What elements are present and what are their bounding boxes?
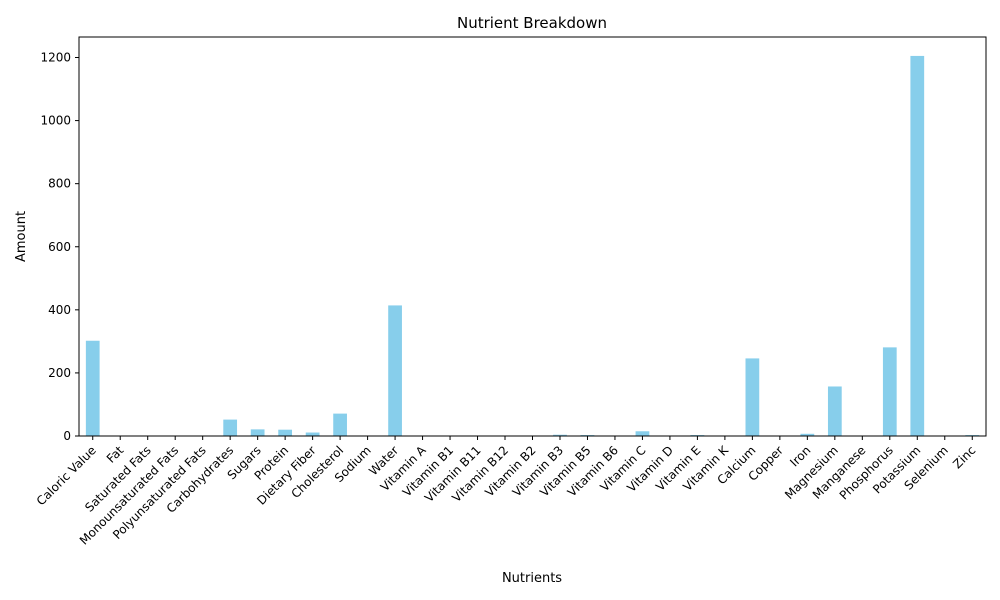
bar-iron	[800, 433, 815, 436]
bar-magnesium	[827, 386, 842, 436]
x-tick-label: Zinc	[950, 443, 978, 471]
bar-carbohydrates	[223, 419, 238, 436]
plot-frame	[78, 36, 987, 437]
y-tick-label: 400	[48, 303, 71, 317]
bar-water	[388, 305, 402, 436]
bar-potassium	[910, 55, 925, 437]
bar-vitamin-c	[635, 431, 650, 436]
y-axis: 0 200 400 600 800 1000 1200	[40, 51, 79, 443]
bar-calcium	[745, 358, 760, 436]
y-tick-label: 200	[48, 366, 71, 380]
bar-phosphorus	[882, 347, 897, 436]
x-axis-label: Nutrients	[502, 571, 562, 586]
y-tick-label: 600	[48, 240, 71, 254]
y-axis-label: Amount	[14, 211, 29, 262]
bar-vitamin-b3	[553, 434, 567, 436]
bar-dietary-fiber	[305, 432, 320, 436]
bar-cholesterol	[333, 413, 347, 436]
bars-group	[85, 55, 980, 437]
y-tick-label: 1200	[40, 51, 71, 65]
chart-title: Nutrient Breakdown	[457, 14, 607, 32]
bar-sugars	[250, 429, 265, 436]
x-tick-label: Fat	[104, 443, 127, 466]
y-tick-label: 1000	[40, 114, 71, 128]
y-tick-label: 800	[48, 177, 71, 191]
bar-protein	[278, 429, 293, 436]
bar-caloric-value	[85, 340, 100, 436]
y-tick-label: 0	[63, 429, 71, 443]
